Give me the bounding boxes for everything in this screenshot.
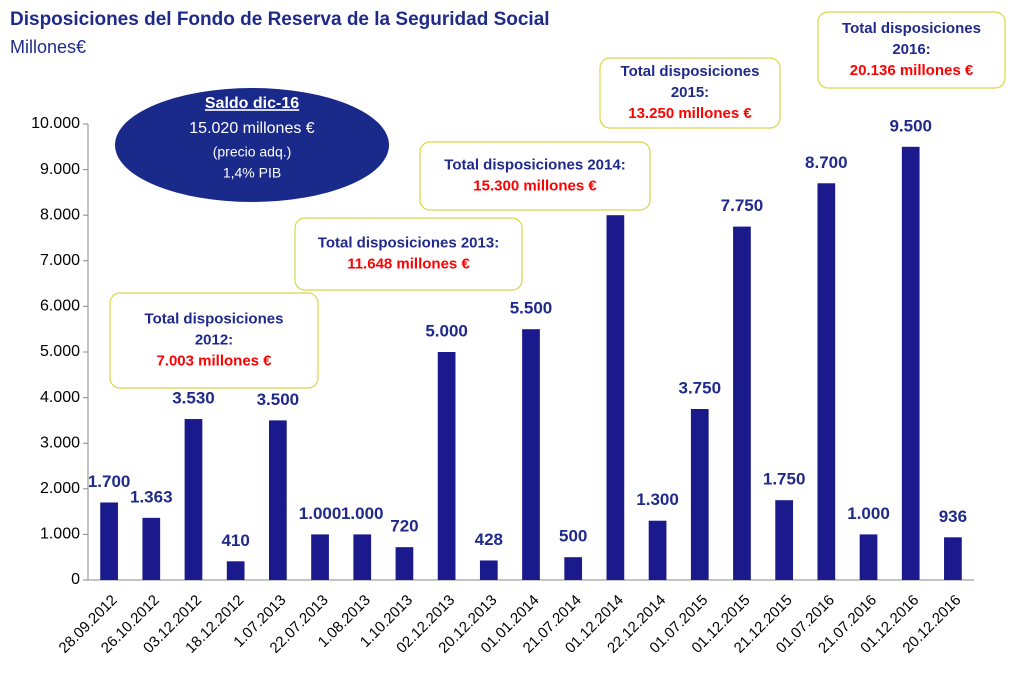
annotation-box	[817, 11, 1006, 89]
bar	[353, 534, 372, 580]
y-tick-label: 3.000	[40, 434, 80, 451]
y-tick-label: 2.000	[40, 480, 80, 497]
bar	[142, 517, 161, 580]
annotation-text: Total disposiciones	[842, 20, 981, 37]
bar	[268, 420, 287, 580]
annotation-text: Total disposiciones 2013:	[318, 234, 499, 251]
bar	[395, 547, 414, 580]
summary-text: 1,4% PIB	[223, 165, 281, 181]
value-label: 500	[559, 527, 587, 546]
value-label: 410	[221, 531, 249, 550]
annotation-box	[419, 141, 651, 211]
bar	[100, 502, 118, 580]
annotation-total: 13.250 millones €	[628, 105, 752, 122]
annotation-text: Total disposiciones	[621, 63, 760, 80]
value-label: 5.500	[510, 299, 553, 318]
value-label: 1.750	[763, 470, 806, 489]
value-label: 3.500	[257, 390, 300, 409]
bar	[437, 352, 456, 580]
annotation-box	[294, 217, 523, 291]
annotation-text: 2012:	[195, 331, 233, 348]
summary-text: 15.020 millones €	[189, 120, 315, 137]
annotation-text: Total disposiciones 2014:	[444, 156, 625, 173]
annotation-total: 7.003 millones €	[156, 352, 272, 369]
bar	[184, 419, 203, 580]
chart-subtitle: Millones€	[10, 37, 86, 57]
bar	[479, 560, 498, 580]
summary-ellipse	[115, 88, 389, 202]
y-tick-label: 6.000	[40, 298, 80, 315]
y-tick-label: 1.000	[40, 526, 80, 543]
y-tick-label: 9.000	[40, 161, 80, 178]
value-label: 1.000	[299, 504, 342, 523]
y-tick-label: 4.000	[40, 389, 80, 406]
value-label: 1.300	[636, 490, 679, 509]
value-label: 428	[475, 530, 503, 549]
value-label: 3.750	[678, 378, 721, 397]
annotation-total: 20.136 millones €	[850, 62, 974, 79]
annotation-total: 15.300 millones €	[473, 177, 597, 194]
y-tick-label: 10.000	[31, 115, 80, 132]
chart-title: Disposiciones del Fondo de Reserva de la…	[10, 9, 550, 30]
bar	[859, 534, 878, 580]
value-label: 9.500	[889, 116, 932, 135]
annotation-text: 2016:	[892, 41, 930, 58]
y-tick-label: 8.000	[40, 206, 80, 223]
bar	[226, 561, 245, 580]
y-tick-label: 0	[71, 571, 80, 588]
bar	[311, 534, 329, 580]
value-label: 5.000	[425, 321, 468, 340]
annotation-box	[599, 57, 781, 129]
value-label: 1.700	[88, 472, 131, 491]
bar	[690, 409, 709, 580]
value-label: 1.363	[130, 487, 173, 506]
annotation-total: 11.648 millones €	[347, 255, 470, 272]
annotation-box	[109, 292, 319, 389]
bar	[901, 146, 920, 581]
bar	[775, 500, 794, 580]
y-tick-label: 5.000	[40, 343, 80, 360]
value-label: 936	[939, 507, 967, 526]
bar	[817, 183, 836, 580]
summary-text: Saldo dic-16	[205, 95, 299, 112]
value-label: 7.750	[721, 196, 764, 215]
value-label: 3.530	[172, 389, 215, 408]
bar	[522, 329, 540, 580]
bar	[733, 226, 751, 580]
bar	[648, 520, 667, 580]
summary-text: (precio adq.)	[213, 144, 292, 160]
value-label: 1.000	[847, 504, 890, 523]
value-label: 720	[390, 517, 418, 536]
value-label: 1.000	[341, 504, 384, 523]
bar	[564, 557, 583, 580]
value-label: 8.700	[805, 153, 848, 172]
annotation-text: 2015:	[671, 84, 709, 101]
y-tick-label: 7.000	[40, 252, 80, 269]
bar	[944, 537, 962, 580]
annotation-text: Total disposiciones	[145, 310, 284, 327]
bar	[606, 215, 625, 580]
